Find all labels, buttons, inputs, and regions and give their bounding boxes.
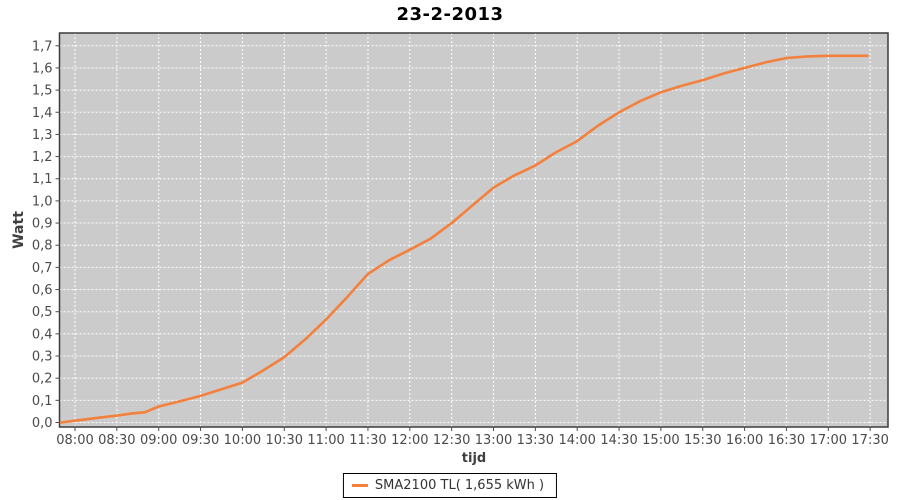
legend: SMA2100 TL( 1,655 kWh ) — [342, 473, 558, 498]
x-tick-label: 16:00 — [726, 433, 763, 448]
y-tick-label: 0,6 — [32, 283, 53, 298]
x-tick-label: 12:00 — [391, 433, 428, 448]
legend-label: SMA2100 TL( 1,655 kWh ) — [374, 478, 545, 493]
plot-border — [58, 32, 889, 428]
series-line — [59, 54, 869, 424]
y-tick-label: 1,4 — [32, 106, 53, 121]
x-axis-title: tijd — [461, 451, 487, 466]
plot-area: 0,0 0,1 0,2 0,3 0,4 0,5 0,6 0,7 0,8 0,9 1,0 1,1 1,2 1… — [32, 32, 889, 448]
legend-line-swatch — [351, 484, 368, 487]
y-tick-label: 1,2 — [32, 150, 53, 165]
x-tick-label: 08:00 — [56, 433, 93, 448]
y-tick-label: 1,3 — [32, 128, 53, 143]
x-tick-label: 09:00 — [140, 433, 177, 448]
x-tick-label: 15:00 — [642, 433, 679, 448]
x-tick-label: 13:30 — [517, 433, 554, 448]
y-tick-label: 1,6 — [32, 61, 53, 76]
x-tick-label: 11:00 — [307, 433, 344, 448]
x-tick-label: 15:30 — [684, 433, 721, 448]
y-tick-label: 0,7 — [32, 261, 53, 276]
x-tick-label: 10:30 — [266, 433, 303, 448]
plot-background — [59, 33, 888, 427]
y-tick-label: 0,8 — [32, 239, 53, 254]
x-tick-label: 14:00 — [558, 433, 595, 448]
x-tick-label: 16:30 — [768, 433, 805, 448]
y-tick-label: 0,1 — [32, 394, 53, 409]
y-tick-label: 1,5 — [32, 84, 53, 99]
x-tick-label: 14:30 — [600, 433, 637, 448]
x-tick-label: 11:30 — [349, 433, 386, 448]
y-tick-label: 0,3 — [32, 350, 53, 365]
y-axis-title: Watt — [11, 211, 27, 249]
y-tick-label: 0,9 — [32, 217, 53, 232]
chart-title: 23-2-2013 — [396, 4, 504, 25]
y-tick-label: 1,7 — [32, 39, 53, 54]
y-tick-label: 0,5 — [32, 305, 53, 320]
x-tick-label: 10:00 — [224, 433, 261, 448]
x-tick-label: 08:30 — [98, 433, 135, 448]
y-tick-label: 1,0 — [32, 194, 53, 209]
y-tick-label: 0,0 — [32, 416, 53, 431]
y-tick-label: 1,1 — [32, 172, 53, 187]
x-tick-label: 13:00 — [475, 433, 512, 448]
x-tick-label: 12:30 — [433, 433, 470, 448]
y-tick-label: 0,2 — [32, 372, 53, 387]
x-tick-label: 17:00 — [810, 433, 847, 448]
x-tick-label: 09:30 — [182, 433, 219, 448]
y-tick-label: 0,4 — [32, 327, 53, 342]
x-tick-label: 17:30 — [851, 433, 888, 448]
